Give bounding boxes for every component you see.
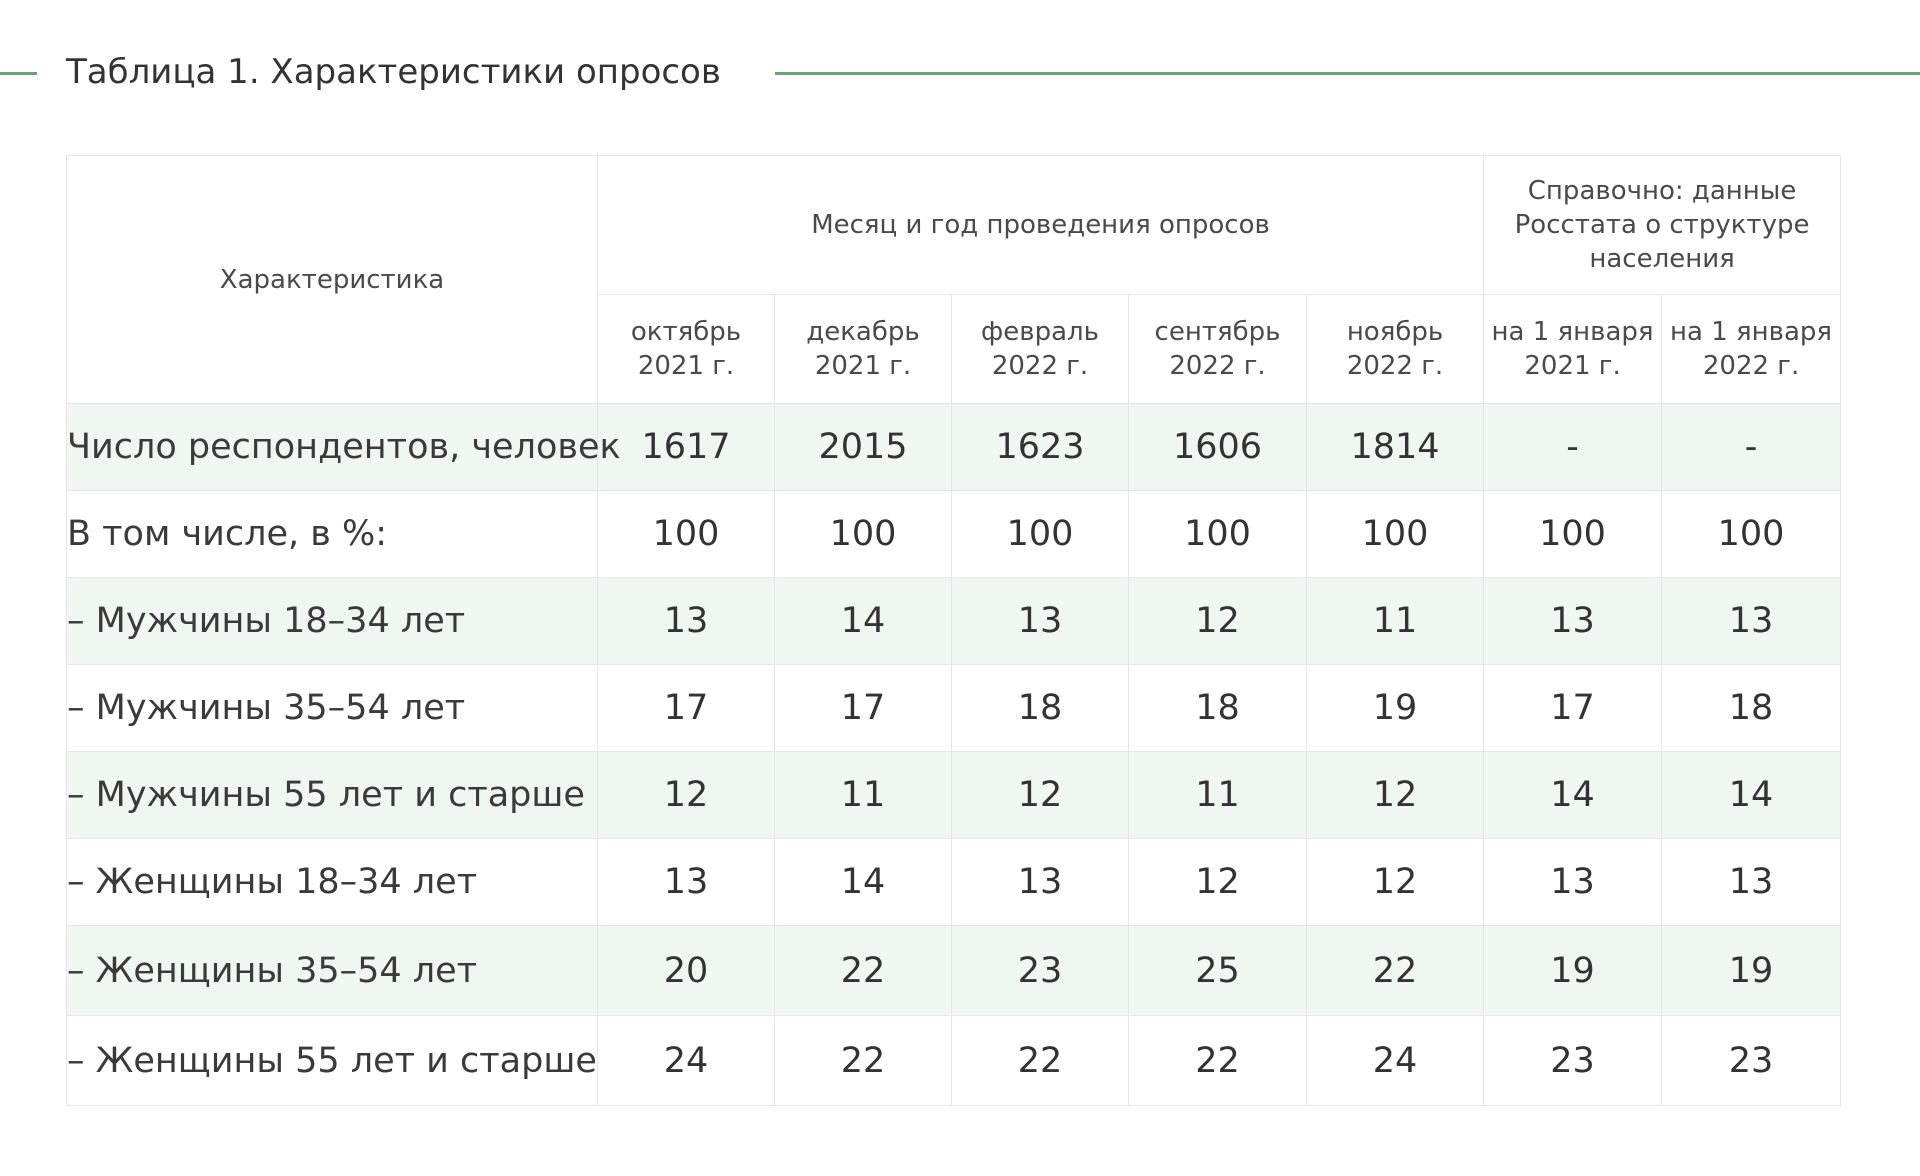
table-cell: 22 xyxy=(1128,1015,1307,1106)
table-cell: 13 xyxy=(597,838,775,926)
header-col-jan-2022: на 1 января 2022 г. xyxy=(1661,294,1842,404)
table-cell: 22 xyxy=(774,925,952,1016)
table-cell: 12 xyxy=(1305,838,1485,926)
table-cell: 18 xyxy=(1661,664,1842,752)
table-header-row-groups: Характеристика Месяц и год проведения оп… xyxy=(66,155,1842,404)
table-cell: 12 xyxy=(1128,838,1307,926)
row-label: – Женщины 35–54 лет xyxy=(66,925,598,1016)
table-cell: 23 xyxy=(1483,1015,1663,1106)
title-accent-line-right xyxy=(775,72,1920,75)
table-cell: 11 xyxy=(1128,751,1307,839)
header-characteristic: Характеристика xyxy=(66,155,598,404)
table-cell: 100 xyxy=(1128,490,1307,578)
table-cell: 23 xyxy=(1661,1015,1842,1106)
table-cell: 100 xyxy=(1661,490,1842,578)
table-cell: 23 xyxy=(951,925,1129,1016)
table-cell: 100 xyxy=(951,490,1129,578)
table-cell: 1623 xyxy=(951,403,1129,491)
table-cell: 20 xyxy=(597,925,775,1016)
table-cell: 1617 xyxy=(597,403,775,491)
row-label: В том числе, в %: xyxy=(66,490,598,578)
table-cell: 100 xyxy=(597,490,775,578)
table-cell: 1814 xyxy=(1305,403,1485,491)
table-cell: - xyxy=(1483,403,1663,491)
table-row-men-35-54: – Мужчины 35–54 лет 17 17 18 18 19 17 18 xyxy=(66,664,1842,752)
table-row-women-35-54: – Женщины 35–54 лет 20 22 23 25 22 19 19 xyxy=(66,925,1842,1016)
table-cell: 14 xyxy=(774,577,952,665)
table-cell: 24 xyxy=(597,1015,775,1106)
header-col-dec-2021: декабрь 2021 г. xyxy=(774,294,952,404)
table-row-total-percent: В том числе, в %: 100 100 100 100 100 10… xyxy=(66,490,1842,578)
row-label: Число респондентов, человек xyxy=(66,403,621,491)
table-cell: 13 xyxy=(597,577,775,665)
header-col-sep-2022: сентябрь 2022 г. xyxy=(1128,294,1307,404)
table-cell: 22 xyxy=(774,1015,952,1106)
table-cell: 14 xyxy=(1661,751,1842,839)
table-row-women-55-plus: – Женщины 55 лет и старше 24 22 22 22 24… xyxy=(66,1015,1842,1106)
table-cell: 19 xyxy=(1661,925,1842,1016)
table-row-women-18-34: – Женщины 18–34 лет 13 14 13 12 12 13 13 xyxy=(66,838,1842,926)
table-cell: 17 xyxy=(774,664,952,752)
table-cell: 13 xyxy=(951,838,1129,926)
table-cell: 13 xyxy=(1661,577,1842,665)
table-row-men-18-34: – Мужчины 18–34 лет 13 14 13 12 11 13 13 xyxy=(66,577,1842,665)
table-title: Таблица 1. Характеристики опросов xyxy=(66,52,721,92)
table-row-men-55-plus: – Мужчины 55 лет и старше 12 11 12 11 12… xyxy=(66,751,1842,839)
survey-characteristics-table: Характеристика Месяц и год проведения оп… xyxy=(66,155,1842,1106)
row-label: – Женщины 18–34 лет xyxy=(66,838,598,926)
table-cell: 17 xyxy=(597,664,775,752)
table-cell: 13 xyxy=(1661,838,1842,926)
header-months-group: Месяц и год проведения опросов xyxy=(596,155,1485,295)
table-cell: 13 xyxy=(1483,577,1663,665)
table-cell: 2015 xyxy=(774,403,952,491)
table-cell: 18 xyxy=(951,664,1129,752)
row-label: – Женщины 55 лет и старше xyxy=(66,1015,598,1106)
table-header-row-columns: октябрь 2021 г. декабрь 2021 г. февраль … xyxy=(67,294,1842,404)
table-cell: 25 xyxy=(1128,925,1307,1016)
row-label: – Мужчины 18–34 лет xyxy=(66,577,598,665)
table-cell: 11 xyxy=(774,751,952,839)
row-label: – Мужчины 55 лет и старше xyxy=(66,751,598,839)
table-cell: - xyxy=(1661,403,1842,491)
title-accent-line-left xyxy=(0,72,37,75)
table-cell: 19 xyxy=(1483,925,1663,1016)
table-cell: 13 xyxy=(1483,838,1663,926)
header-rosstat-group: Справочно: данные Росстата о структуре н… xyxy=(1483,155,1842,295)
table-cell: 12 xyxy=(951,751,1129,839)
table-cell: 14 xyxy=(774,838,952,926)
table-cell: 100 xyxy=(1305,490,1485,578)
table-cell: 100 xyxy=(774,490,952,578)
table-cell: 18 xyxy=(1128,664,1307,752)
table-cell: 19 xyxy=(1305,664,1485,752)
header-col-jan-2021: на 1 января 2021 г. xyxy=(1483,294,1663,404)
table-cell: 100 xyxy=(1483,490,1663,578)
table-cell: 22 xyxy=(1305,925,1485,1016)
table-cell: 22 xyxy=(951,1015,1129,1106)
header-col-oct-2021: октябрь 2021 г. xyxy=(597,294,775,404)
table-cell: 13 xyxy=(951,577,1129,665)
table-cell: 12 xyxy=(1128,577,1307,665)
table-cell: 24 xyxy=(1305,1015,1485,1106)
table-row-respondents: Число респондентов, человек 1617 2015 16… xyxy=(66,403,1842,491)
row-label: – Мужчины 35–54 лет xyxy=(66,664,598,752)
header-col-nov-2022: ноябрь 2022 г. xyxy=(1305,294,1485,404)
table-cell: 12 xyxy=(1305,751,1485,839)
table-cell: 12 xyxy=(597,751,775,839)
table-cell: 17 xyxy=(1483,664,1663,752)
table-cell: 1606 xyxy=(1128,403,1307,491)
table-cell: 11 xyxy=(1305,577,1485,665)
header-col-feb-2022: февраль 2022 г. xyxy=(951,294,1129,404)
table-cell: 14 xyxy=(1483,751,1663,839)
